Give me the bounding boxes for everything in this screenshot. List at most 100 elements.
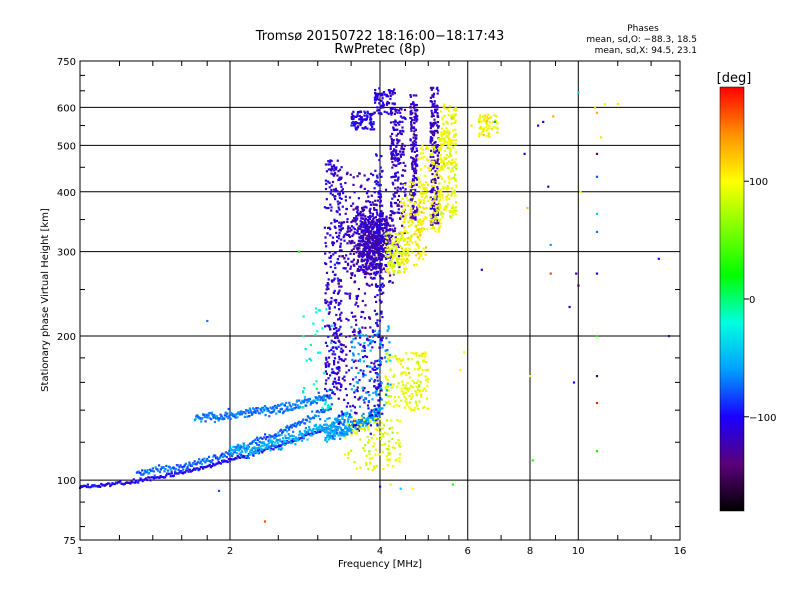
data-point: [376, 423, 379, 426]
data-point: [433, 195, 436, 199]
data-point: [298, 399, 301, 402]
data-point: [495, 120, 498, 123]
data-point: [375, 313, 378, 316]
data-point: [418, 366, 421, 369]
data-point: [391, 234, 394, 238]
data-point: [380, 104, 383, 107]
data-point: [374, 251, 377, 254]
data-point: [490, 128, 493, 131]
data-point: [448, 210, 451, 213]
data-point: [450, 154, 453, 157]
data-point: [376, 231, 379, 234]
data-point: [374, 245, 377, 248]
data-point: [331, 241, 334, 245]
data-point: [334, 188, 337, 191]
data-point: [215, 456, 219, 459]
data-point: [357, 429, 360, 432]
data-point: [410, 124, 413, 127]
plot-frame: [79, 60, 681, 541]
data-point: [414, 406, 417, 409]
data-point: [387, 112, 390, 115]
data-point: [373, 467, 376, 470]
data-point: [340, 427, 343, 431]
data-point: [295, 425, 298, 428]
data-point: [379, 213, 382, 216]
data-point: [373, 271, 376, 274]
data-point: [337, 282, 340, 285]
data-point: [443, 208, 446, 211]
data-point: [327, 377, 330, 380]
data-point: [351, 346, 354, 349]
data-point: [231, 449, 234, 452]
data-point: [394, 441, 398, 445]
data-point: [393, 108, 396, 111]
data-point: [361, 264, 364, 267]
data-point: [357, 359, 360, 362]
data-point: [343, 431, 346, 434]
data-point: [362, 247, 365, 250]
data-point: [230, 414, 233, 417]
data-point: [260, 409, 263, 412]
data-point: [337, 378, 340, 381]
data-point: [420, 220, 424, 223]
data-point: [311, 430, 314, 433]
data-point: [352, 202, 355, 205]
data-point: [404, 384, 407, 387]
data-point: [577, 284, 580, 287]
data-point: [338, 234, 341, 237]
data-point: [370, 226, 373, 229]
data-point: [142, 478, 145, 482]
data-point: [436, 129, 439, 132]
data-point: [420, 395, 423, 398]
data-point: [436, 112, 439, 115]
data-point: [430, 163, 433, 166]
data-point: [279, 440, 282, 443]
data-point: [343, 234, 346, 237]
data-point: [392, 121, 395, 124]
data-point: [265, 445, 268, 448]
data-point: [374, 360, 377, 363]
data-point: [379, 201, 382, 204]
data-point: [367, 234, 370, 237]
data-point: [486, 119, 489, 122]
data-point: [370, 172, 373, 175]
data-point: [335, 420, 338, 423]
data-point: [410, 358, 413, 361]
data-point: [289, 440, 292, 443]
data-point: [381, 433, 385, 436]
data-point: [348, 295, 351, 298]
data-point: [437, 189, 440, 192]
data-point: [440, 127, 443, 130]
data-point: [385, 378, 388, 381]
data-point: [231, 453, 234, 456]
data-point: [433, 217, 436, 221]
data-point: [334, 226, 337, 229]
data-point: [338, 425, 341, 428]
data-point: [332, 380, 335, 383]
data-point: [377, 409, 380, 413]
data-point: [430, 215, 433, 218]
data-point: [368, 217, 372, 221]
x-tick-label: 16: [674, 546, 687, 557]
data-point: [376, 413, 379, 416]
data-point: [402, 161, 405, 164]
x-axis-label: Frequency [MHz]: [338, 559, 422, 570]
data-point: [420, 152, 423, 155]
data-point: [414, 114, 418, 117]
data-point: [448, 131, 451, 134]
data-point: [401, 261, 404, 264]
data-point: [411, 241, 414, 244]
data-point: [386, 236, 389, 239]
data-point: [305, 359, 308, 362]
x-tick-label: 2: [227, 546, 233, 557]
data-point: [595, 111, 599, 114]
data-point: [202, 467, 205, 470]
data-point: [410, 351, 413, 354]
data-point: [482, 129, 485, 132]
data-point: [429, 141, 432, 144]
data-point: [451, 213, 455, 217]
data-point: [342, 192, 345, 195]
data-point: [338, 414, 341, 417]
data-point: [430, 206, 433, 209]
data-point: [327, 434, 330, 437]
